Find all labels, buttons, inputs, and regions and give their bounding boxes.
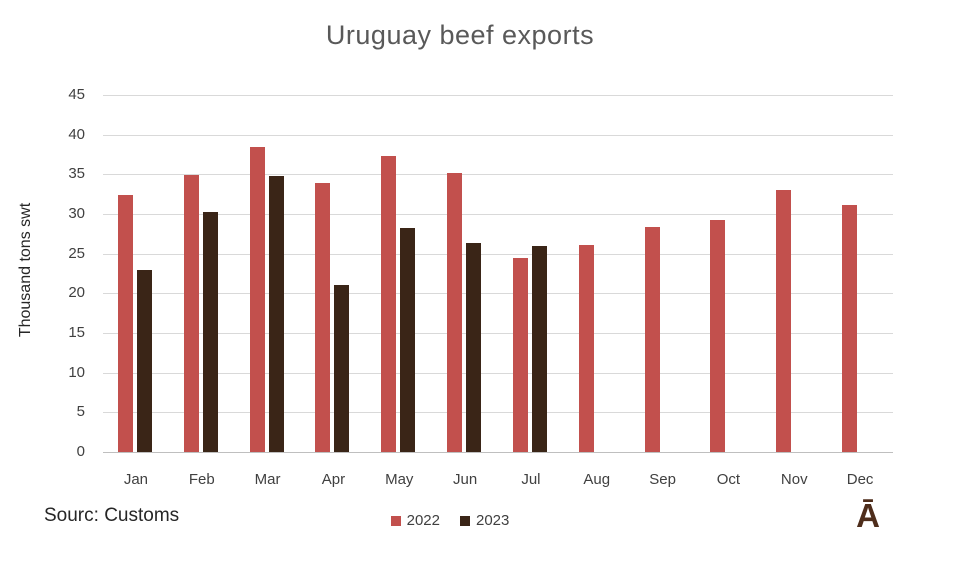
gridline-10 <box>103 372 893 374</box>
x-tick-label-oct: Oct <box>716 471 741 488</box>
y-tick-label-35: 35 <box>68 165 85 183</box>
bar-2022-may <box>381 156 397 452</box>
legend-label-2022: 2022 <box>406 512 440 529</box>
brand-logo: Ā <box>856 497 880 534</box>
bar-2022-mar <box>249 146 265 452</box>
bar-2022-jul <box>512 258 528 452</box>
legend-item-2022: 2022 <box>390 512 440 529</box>
y-tick-label-25: 25 <box>68 244 85 262</box>
y-tick-label-5: 5 <box>76 403 85 421</box>
x-tick-label-dec: Dec <box>846 471 874 488</box>
y-tick-label-10: 10 <box>68 363 85 381</box>
bar-2022-jun <box>447 172 463 452</box>
y-axis-title: Thousand tons swt <box>17 202 34 338</box>
source-caption: Sourc: Customs <box>44 505 180 526</box>
bar-2023-apr <box>334 284 350 452</box>
x-tick-label-aug: Aug <box>583 471 611 488</box>
gridline-40 <box>103 134 893 136</box>
bar-2022-aug <box>578 244 594 452</box>
gridline-5 <box>103 412 893 414</box>
gridline-45 <box>103 95 893 96</box>
x-tick-label-jun: Jun <box>452 471 478 488</box>
x-tick-label-feb: Feb <box>188 471 215 488</box>
bar-2023-jul <box>531 245 547 452</box>
gridline-25 <box>103 253 893 255</box>
bar-2022-nov <box>776 190 792 452</box>
bar-2023-jun <box>466 243 482 452</box>
legend-swatch-2022 <box>390 515 401 526</box>
gridline-20 <box>103 293 893 295</box>
legend-item-2023: 2023 <box>460 512 509 529</box>
bar-2023-feb <box>202 211 218 452</box>
bar-2022-sep <box>644 226 660 452</box>
x-tick-label-nov: Nov <box>780 471 808 488</box>
legend-label-2023: 2023 <box>476 512 510 529</box>
bar-2022-apr <box>315 183 331 452</box>
x-tick-label-may: May <box>385 471 414 488</box>
gridline-0 <box>103 452 893 453</box>
x-tick-label-sep: Sep <box>649 471 676 488</box>
bar-2022-oct <box>710 220 726 452</box>
y-tick-label-15: 15 <box>68 324 85 341</box>
legend-swatch-2023 <box>460 515 470 526</box>
bar-2023-mar <box>268 175 284 452</box>
gridline-30 <box>103 214 893 215</box>
chart-title: Uruguay beef exports <box>325 20 595 50</box>
bar-2022-feb <box>183 175 199 452</box>
x-tick-label-jan: Jan <box>123 471 148 488</box>
x-tick-label-apr: Apr <box>321 471 346 488</box>
y-tick-label-20: 20 <box>68 284 85 302</box>
y-tick-label-40: 40 <box>68 125 85 143</box>
legend: 2022 2023 <box>0 512 900 529</box>
bar-2023-jan <box>136 269 152 452</box>
y-tick-label-30: 30 <box>68 205 85 222</box>
y-tick-label-45: 45 <box>68 86 85 103</box>
x-tick-label-mar: Mar <box>254 471 281 488</box>
gridline-35 <box>103 174 893 176</box>
bar-2022-dec <box>842 205 858 452</box>
x-tick-label-jul: Jul <box>521 471 541 488</box>
bar-2022-jan <box>117 194 133 452</box>
bar-2023-may <box>400 228 416 452</box>
y-tick-label-0: 0 <box>76 443 85 460</box>
gridline-15 <box>103 333 893 334</box>
